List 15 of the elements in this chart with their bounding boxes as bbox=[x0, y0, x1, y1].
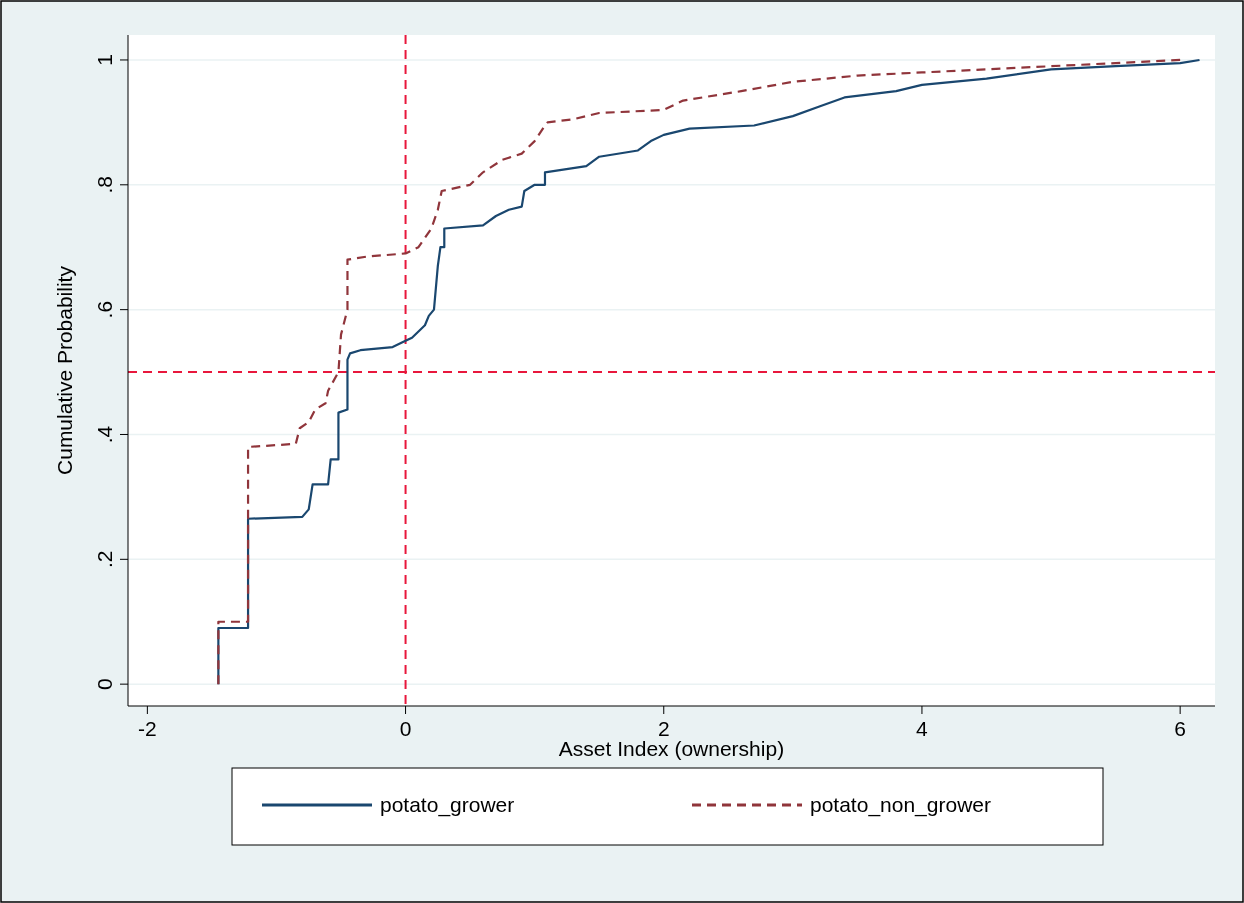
y-tick-label: 0 bbox=[93, 678, 116, 690]
x-axis-title: Asset Index (ownership) bbox=[558, 737, 785, 760]
y-axis-title: Cumulative Probability bbox=[53, 265, 76, 475]
legend-label: potato_non_grower bbox=[810, 793, 991, 817]
legend-label: potato_grower bbox=[380, 793, 515, 817]
x-tick-label: -2 bbox=[138, 717, 157, 740]
y-tick-label: .2 bbox=[93, 550, 116, 569]
x-tick-label: 0 bbox=[399, 717, 412, 740]
x-tick-label: 6 bbox=[1174, 717, 1186, 740]
y-tick-label: 1 bbox=[93, 54, 116, 66]
y-tick-label: .8 bbox=[93, 176, 116, 194]
x-tick-label: 2 bbox=[657, 717, 670, 740]
y-tick-label: .4 bbox=[93, 425, 116, 444]
x-tick-label: 4 bbox=[916, 717, 929, 740]
y-tick-label: .6 bbox=[93, 300, 116, 319]
